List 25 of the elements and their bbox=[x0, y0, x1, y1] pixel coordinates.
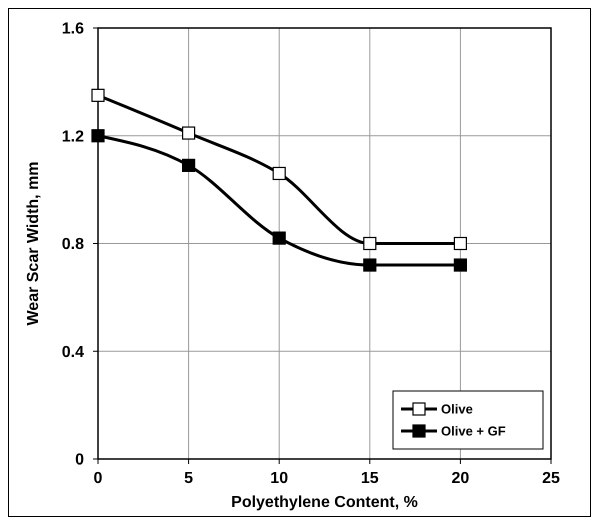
x-tick-label: 25 bbox=[542, 470, 560, 487]
point bbox=[454, 236, 467, 250]
x-tick-label: 20 bbox=[452, 470, 470, 487]
y-tick-label: 1.6 bbox=[62, 20, 84, 38]
point bbox=[363, 258, 376, 272]
x-axis-title: Polyethylene Content, % bbox=[231, 494, 418, 511]
point bbox=[182, 158, 196, 172]
point bbox=[272, 166, 286, 180]
y-tick-label: 1.2 bbox=[62, 128, 84, 146]
y-tick-label: 0.8 bbox=[62, 236, 84, 254]
point bbox=[363, 236, 376, 250]
y-tick-label: 0.4 bbox=[62, 344, 84, 361]
point bbox=[91, 129, 105, 142]
point bbox=[272, 232, 286, 245]
y-tick-label: 0 bbox=[75, 452, 84, 469]
legend-label: Olive + GF bbox=[441, 424, 506, 439]
legend-label: Olive bbox=[441, 402, 473, 417]
point bbox=[454, 258, 467, 272]
point bbox=[182, 126, 196, 140]
point bbox=[91, 88, 105, 102]
x-tick-label: 15 bbox=[360, 470, 379, 487]
x-tick-label: 5 bbox=[184, 470, 194, 487]
y-axis-title: Wear Scar Width, mm bbox=[25, 161, 42, 326]
x-tick-label: 10 bbox=[270, 470, 288, 487]
x-tick-label: 0 bbox=[94, 470, 103, 487]
